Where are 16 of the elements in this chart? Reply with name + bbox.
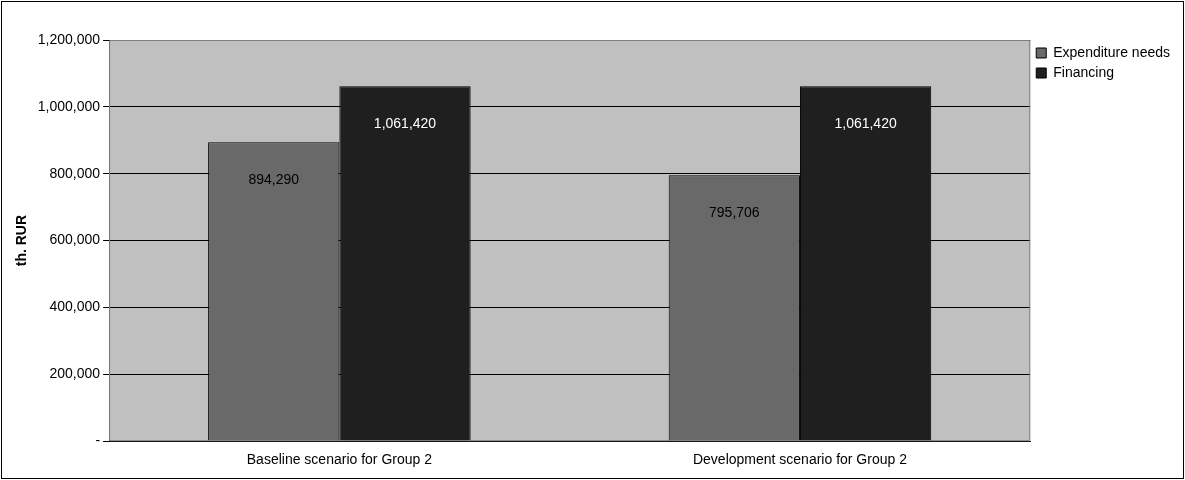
- y-tick-label: 1,000,000: [37, 97, 101, 114]
- y-tick-label: 1,200,000: [37, 30, 101, 47]
- data-label: 894,290: [248, 171, 300, 188]
- data-label: 1,061,420: [834, 115, 897, 132]
- legend-label: Expenditure needs: [1053, 43, 1171, 60]
- legend-label: Financing: [1053, 63, 1114, 80]
- data-label: 1,061,420: [373, 115, 437, 132]
- y-tick-label: 800,000: [49, 164, 101, 181]
- x-tick-label: Development scenario for Group 2: [692, 451, 908, 468]
- y-tick-label: -: [95, 432, 101, 449]
- y-axis-title: th. RUR: [13, 214, 30, 267]
- y-tick-label: 600,000: [49, 231, 101, 248]
- data-label: 795,706: [709, 204, 760, 221]
- y-tick-label: 200,000: [49, 365, 101, 382]
- x-tick-label: Baseline scenario for Group 2: [246, 451, 433, 468]
- y-tick-label: 400,000: [49, 298, 101, 315]
